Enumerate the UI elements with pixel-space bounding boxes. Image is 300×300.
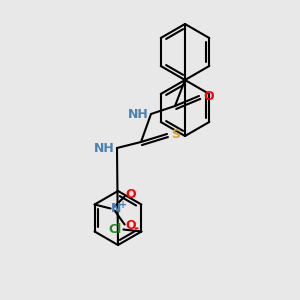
Text: +: + [118, 200, 127, 209]
Text: NH: NH [94, 142, 115, 154]
Text: O: O [203, 89, 214, 103]
Text: -: - [134, 222, 139, 235]
Text: S: S [171, 128, 180, 142]
Text: O: O [126, 219, 136, 232]
Text: Cl: Cl [108, 223, 122, 236]
Text: NH: NH [128, 107, 149, 121]
Text: O: O [126, 188, 136, 201]
Text: N: N [111, 202, 121, 215]
